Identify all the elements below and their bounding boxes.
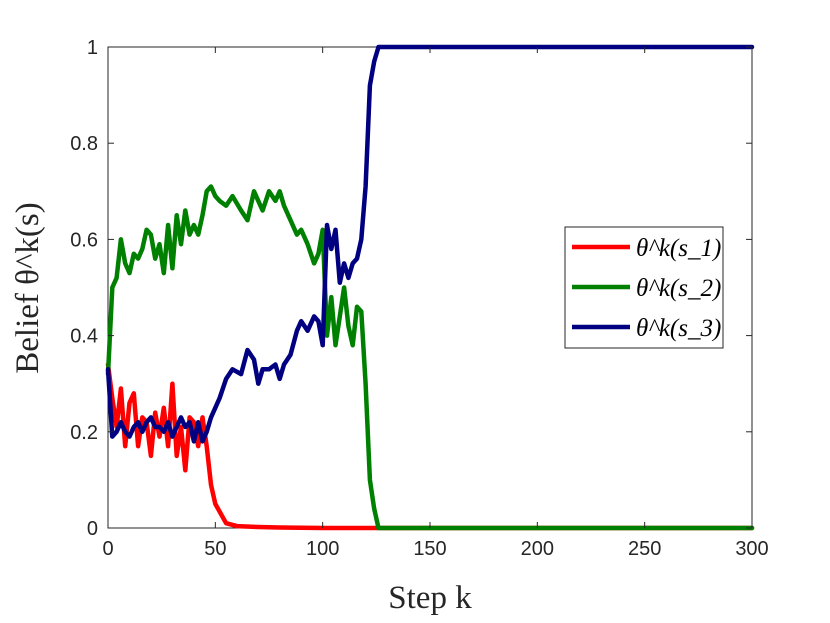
x-tick-label: 0 [102,538,113,560]
x-tick-label: 300 [735,538,768,560]
x-tick-label: 250 [628,538,661,560]
y-tick-label: 1 [87,37,98,59]
x-tick-label: 200 [521,538,554,560]
y-tick-label: 0 [87,518,98,540]
y-tick-label: 0.4 [70,326,98,348]
legend-label-1: θ^k(s_1) [636,235,721,262]
x-axis-label: Step k [388,580,472,616]
y-axis-ticks: 0 0.2 0.4 0.6 0.8 1 [70,37,752,540]
series-line-3 [105,44,755,444]
x-tick-label: 50 [204,538,226,560]
y-tick-label: 0.8 [70,133,98,155]
x-axis-ticks: 0 50 100 150 200 250 300 [102,47,769,560]
series-line-2 [105,184,755,531]
legend-label-3: θ^k(s_3) [636,315,721,342]
x-tick-label: 150 [413,538,446,560]
y-tick-label: 0.2 [70,422,98,444]
y-tick-label: 0.6 [70,229,98,251]
legend: θ^k(s_1) θ^k(s_2) θ^k(s_3) [564,226,724,349]
y-axis-label: Belief θ^k(s) [10,202,46,374]
x-tick-label: 100 [306,538,339,560]
legend-label-2: θ^k(s_2) [636,275,721,302]
